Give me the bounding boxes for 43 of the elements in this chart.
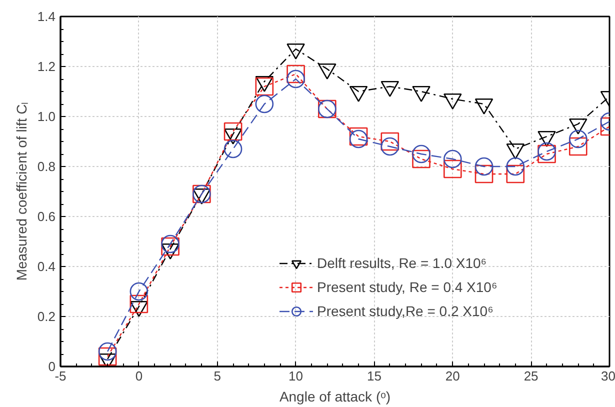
- legend-label: Delft results, Re = 1.0 X10⁶: [317, 255, 487, 271]
- point: [224, 122, 242, 141]
- point: [443, 150, 462, 168]
- point: [98, 347, 117, 366]
- y-tick-label: 0: [48, 359, 56, 374]
- x-tick-label: -5: [54, 368, 66, 384]
- x-tick-label: 30: [601, 368, 615, 384]
- y-tick-label: 0.4: [37, 259, 56, 274]
- point: [474, 164, 494, 184]
- point: [98, 342, 117, 361]
- point: [568, 137, 588, 156]
- y-tick-label: 0.8: [37, 159, 56, 174]
- y-tick-label: 1.4: [37, 9, 56, 24]
- x-tick-label: 0: [135, 368, 143, 384]
- legend-label: Present study, Re = 0.4 X10⁶: [317, 279, 498, 295]
- point: [568, 130, 588, 148]
- y-tick-label: 1.2: [37, 59, 56, 74]
- point: [380, 132, 400, 151]
- y-tick-label: 0.6: [37, 209, 56, 224]
- y-tick-label: 1.0: [37, 109, 56, 124]
- point: [286, 64, 305, 84]
- x-tick-label: 20: [445, 368, 460, 384]
- point: [412, 150, 430, 168]
- point: [380, 137, 400, 156]
- legend-label: Present study,Re = 0.2 X10⁶: [317, 303, 494, 319]
- x-tick-label: 10: [288, 368, 304, 384]
- point: [474, 157, 494, 176]
- x-tick-label: 5: [214, 368, 221, 384]
- point: [255, 77, 274, 96]
- y-axis-title: Measured coefficient of lift Cₗ: [13, 102, 30, 281]
- y-tick-label: 0.2: [37, 309, 56, 324]
- x-tick-label: 25: [524, 368, 538, 384]
- point: [286, 70, 305, 88]
- point: [506, 164, 525, 184]
- point: [130, 282, 148, 301]
- point: [443, 160, 462, 178]
- x-tick-label: 15: [366, 368, 382, 384]
- x-axis-title: Angle of attack (ᵒ): [279, 388, 391, 404]
- point: [130, 294, 148, 314]
- point: [224, 140, 242, 158]
- point: [506, 157, 525, 176]
- point: [412, 144, 430, 164]
- point: [255, 94, 274, 114]
